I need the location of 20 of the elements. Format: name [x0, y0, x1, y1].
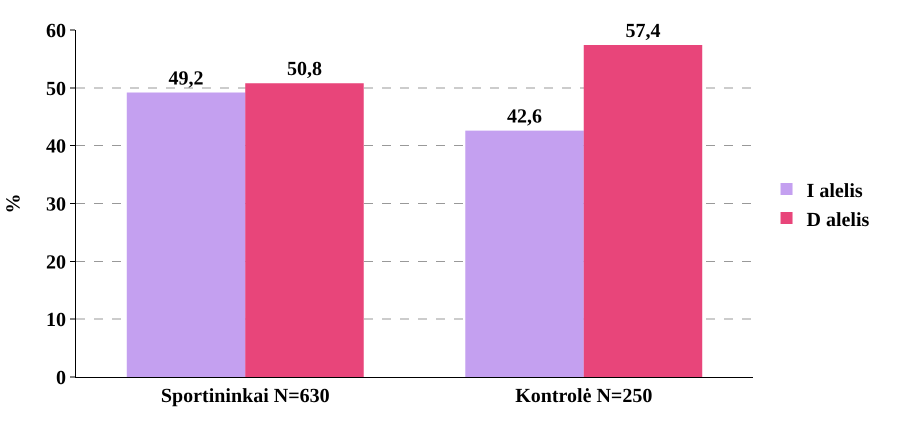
- y-tick-label: 0: [56, 367, 66, 389]
- legend-label: D alelis: [806, 208, 870, 231]
- data-label: 49,2: [168, 67, 204, 90]
- y-tick-label: 20: [46, 251, 66, 274]
- y-tick-label: 60: [46, 20, 66, 42]
- bar: [465, 130, 584, 377]
- y-axis-title: %: [2, 194, 24, 214]
- bar: [126, 92, 246, 377]
- y-tick-label: 10: [46, 309, 66, 332]
- y-tick-label: 50: [46, 78, 66, 100]
- bar: [584, 45, 702, 377]
- x-tick-label: Sportininkai N=630: [160, 385, 330, 407]
- data-label: 42,6: [507, 106, 542, 128]
- y-tick-label: 30: [46, 194, 66, 216]
- y-tick-label: 40: [46, 136, 66, 158]
- data-label: 50,8: [286, 58, 322, 80]
- legend-label: I alelis: [806, 180, 863, 202]
- data-label: 57,4: [625, 20, 660, 42]
- x-tick-label: Kontrolė N=250: [515, 385, 652, 407]
- bar: [245, 83, 364, 377]
